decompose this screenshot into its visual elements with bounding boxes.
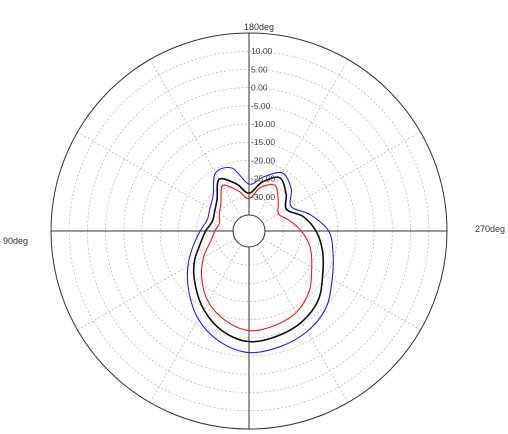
grid-spoke [256,244,349,403]
polar-grid [50,32,448,430]
radial-tick-label: 10.00 [251,46,273,56]
radial-tick-label: -30.00 [251,192,275,202]
grid-spoke [77,131,236,224]
grid-spoke [149,59,242,218]
radial-tick-label: -5.00 [251,101,271,111]
grid-spoke [77,238,236,331]
series-line-2 [192,176,325,343]
series-line-1 [186,166,334,354]
angle-label-right: 270deg [475,224,505,234]
radial-tick-label: 0.00 [251,83,268,93]
radial-tick-label: -20.00 [251,155,275,165]
radial-tick-label: -25.00 [251,174,275,184]
radial-tick-label: -15.00 [251,137,275,147]
outer-circle [50,32,448,430]
series-line-3 [200,184,313,332]
angle-label-left: 90deg [3,236,28,246]
label-layer: 180deg 90deg 270deg 10.00 5.00 0.00 -5.00 -1… [3,22,505,246]
grid-spoke [149,244,242,403]
angle-label-top: 180deg [244,22,274,32]
radial-tick-label: 5.00 [251,64,268,74]
center-disc [232,214,266,248]
series-layer [186,166,334,354]
radial-tick-label: -10.00 [251,119,275,129]
